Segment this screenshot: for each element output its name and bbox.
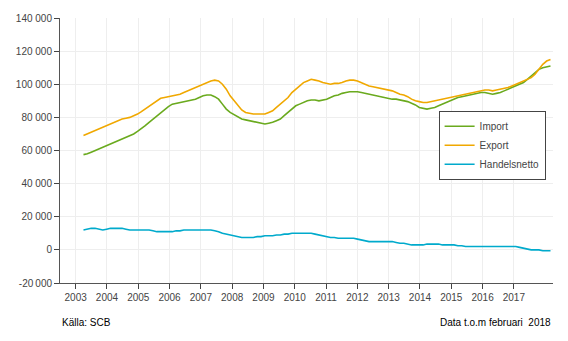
svg-text:2017: 2017 — [503, 292, 526, 303]
svg-text:2008: 2008 — [221, 292, 244, 303]
svg-text:2012: 2012 — [346, 292, 369, 303]
svg-text:2007: 2007 — [190, 292, 213, 303]
svg-text:20 000: 20 000 — [21, 211, 52, 222]
svg-text:Export: Export — [480, 140, 509, 151]
svg-text:2013: 2013 — [378, 292, 401, 303]
svg-text:2014: 2014 — [409, 292, 432, 303]
svg-text:2003: 2003 — [65, 292, 88, 303]
svg-text:Källa: SCB: Källa: SCB — [62, 317, 111, 328]
svg-text:2006: 2006 — [158, 292, 181, 303]
svg-text:120 000: 120 000 — [16, 46, 53, 57]
svg-text:2011: 2011 — [315, 292, 337, 303]
svg-text:60 000: 60 000 — [21, 145, 52, 156]
svg-text:40 000: 40 000 — [21, 178, 52, 189]
svg-text:140 000: 140 000 — [16, 13, 53, 24]
svg-text:2005: 2005 — [127, 292, 150, 303]
svg-text:2009: 2009 — [252, 292, 275, 303]
svg-text:Handelsnetto: Handelsnetto — [480, 159, 539, 170]
svg-text:100 000: 100 000 — [16, 79, 53, 90]
svg-text:2016: 2016 — [471, 292, 494, 303]
svg-text:-20 000: -20 000 — [19, 278, 53, 289]
svg-text:2004: 2004 — [96, 292, 119, 303]
svg-text:2015: 2015 — [440, 292, 463, 303]
svg-text:2010: 2010 — [284, 292, 307, 303]
svg-text:0: 0 — [46, 244, 52, 255]
svg-text:Data t.o.m februari 2018: Data t.o.m februari 2018 — [440, 317, 551, 328]
svg-text:Import: Import — [480, 121, 509, 132]
svg-text:80 000: 80 000 — [21, 112, 52, 123]
